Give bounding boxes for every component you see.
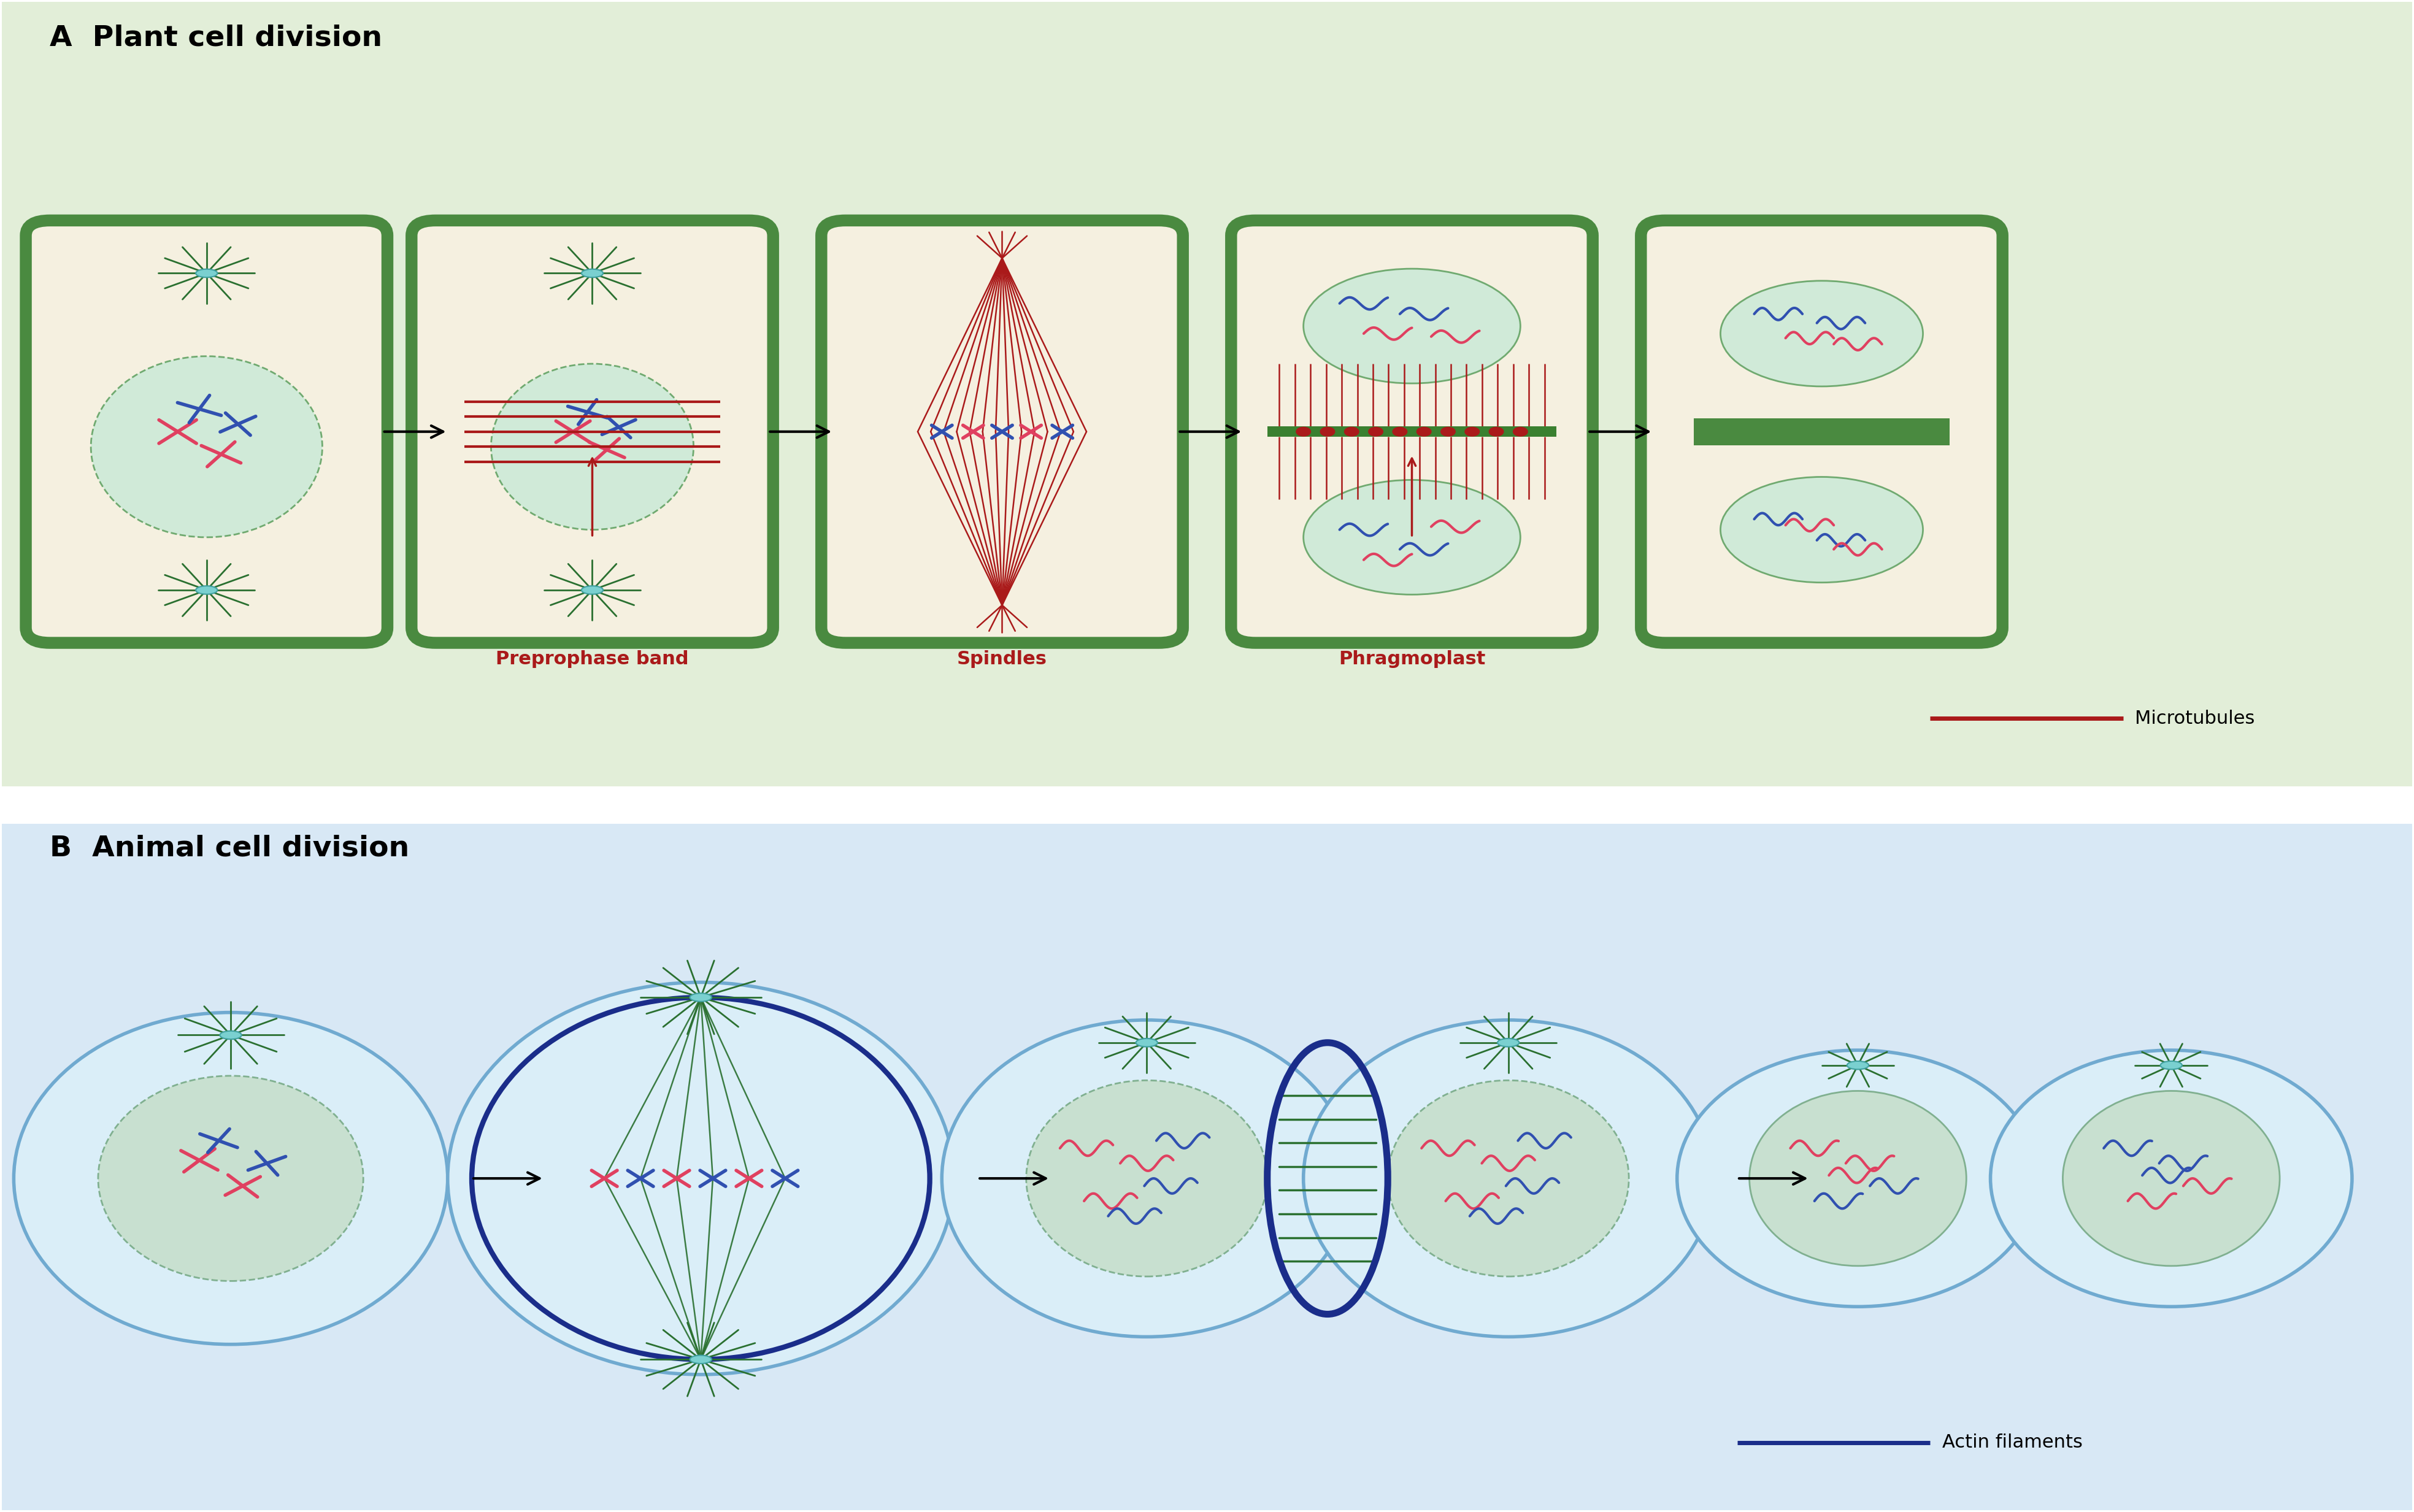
- Circle shape: [1489, 426, 1504, 435]
- Ellipse shape: [1721, 476, 1924, 582]
- Text: A  Plant cell division: A Plant cell division: [51, 24, 381, 51]
- Ellipse shape: [196, 587, 217, 594]
- Text: Microtubules: Microtubules: [2134, 709, 2255, 727]
- Circle shape: [1345, 426, 1359, 435]
- Ellipse shape: [1026, 1081, 1267, 1276]
- Ellipse shape: [941, 1021, 1352, 1337]
- FancyBboxPatch shape: [1231, 221, 1593, 643]
- Ellipse shape: [1750, 1090, 1967, 1266]
- Ellipse shape: [1721, 281, 1924, 387]
- Ellipse shape: [690, 993, 712, 1001]
- Ellipse shape: [1304, 479, 1521, 594]
- Ellipse shape: [92, 357, 323, 537]
- Circle shape: [1369, 426, 1383, 435]
- Bar: [1267, 426, 1557, 437]
- Ellipse shape: [220, 1031, 241, 1039]
- Circle shape: [1393, 426, 1407, 435]
- Bar: [2, 824, 2412, 1510]
- Ellipse shape: [1137, 1039, 1159, 1046]
- Ellipse shape: [582, 269, 604, 277]
- Ellipse shape: [1678, 1051, 2040, 1306]
- Ellipse shape: [14, 1013, 447, 1344]
- Circle shape: [1465, 426, 1480, 435]
- Ellipse shape: [196, 269, 217, 277]
- Circle shape: [1417, 426, 1432, 435]
- Ellipse shape: [1304, 269, 1521, 384]
- Ellipse shape: [690, 1355, 712, 1364]
- Text: Preprophase band: Preprophase band: [495, 650, 688, 668]
- Ellipse shape: [490, 364, 693, 529]
- Ellipse shape: [582, 587, 604, 594]
- Circle shape: [1296, 426, 1311, 435]
- Text: B  Animal cell division: B Animal cell division: [51, 835, 410, 862]
- FancyBboxPatch shape: [27, 221, 386, 643]
- Bar: [1695, 419, 1951, 445]
- Ellipse shape: [447, 983, 954, 1374]
- Text: Actin filaments: Actin filaments: [1943, 1433, 2083, 1452]
- Ellipse shape: [1992, 1051, 2351, 1306]
- FancyBboxPatch shape: [1642, 221, 2004, 643]
- FancyBboxPatch shape: [821, 221, 1183, 643]
- FancyBboxPatch shape: [410, 221, 772, 643]
- Circle shape: [1320, 426, 1335, 435]
- Bar: [2, 2, 2412, 786]
- Text: Spindles: Spindles: [956, 650, 1048, 668]
- Ellipse shape: [1847, 1061, 1868, 1069]
- Ellipse shape: [1304, 1021, 1714, 1337]
- Bar: [2, 786, 2412, 824]
- Circle shape: [1514, 426, 1528, 435]
- Ellipse shape: [1388, 1081, 1629, 1276]
- Ellipse shape: [1497, 1039, 1518, 1046]
- Ellipse shape: [2161, 1061, 2182, 1069]
- Text: Phragmoplast: Phragmoplast: [1337, 650, 1485, 668]
- Ellipse shape: [2062, 1090, 2279, 1266]
- Ellipse shape: [99, 1077, 362, 1281]
- Circle shape: [1441, 426, 1456, 435]
